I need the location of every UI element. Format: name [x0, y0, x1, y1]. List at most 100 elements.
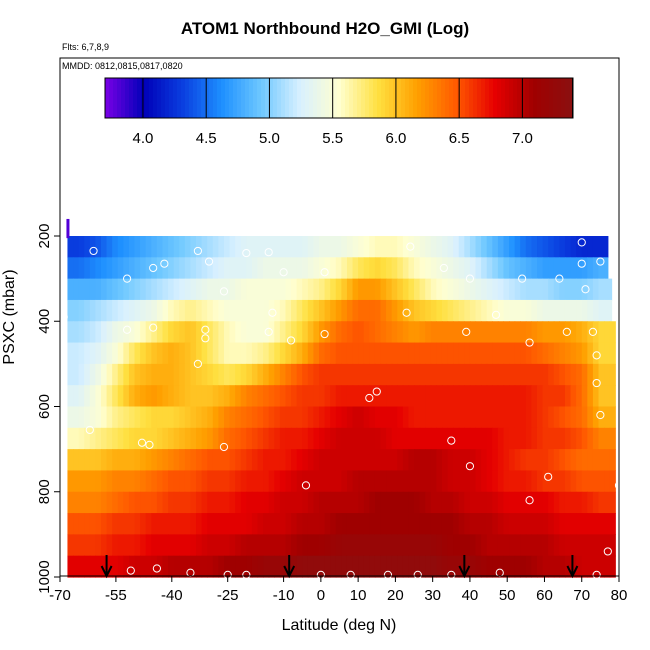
heatmap-cell — [402, 257, 410, 280]
heatmap-cell — [492, 257, 499, 280]
heatmap-cell — [414, 491, 421, 514]
colorbar-segment — [149, 78, 154, 118]
heatmap-cell — [263, 470, 270, 493]
heatmap-cell — [447, 427, 454, 450]
heatmap-cell — [134, 449, 141, 472]
colorbar-segment — [277, 78, 282, 118]
colorbar-segment — [413, 78, 418, 118]
colorbar-segment — [569, 78, 574, 118]
heatmap-cell — [229, 491, 236, 514]
heatmap-cell — [419, 321, 426, 344]
heatmap-cell — [531, 385, 538, 408]
heatmap-cell — [285, 342, 292, 365]
colorbar-segment — [341, 78, 346, 118]
heatmap-cell — [95, 342, 102, 365]
colorbar-segment — [445, 78, 450, 118]
heatmap-cell — [123, 385, 130, 408]
heatmap-cell — [95, 236, 102, 258]
heatmap-cell — [576, 513, 583, 535]
heatmap-cell — [531, 427, 538, 450]
heatmap-cell — [117, 236, 124, 258]
heatmap-cell — [145, 236, 152, 258]
heatmap-cell — [313, 449, 320, 472]
heatmap-cell — [89, 257, 96, 280]
heatmap-cell — [112, 555, 119, 578]
heatmap-cell — [78, 342, 85, 365]
heatmap-cell — [570, 257, 577, 280]
heatmap-cell — [246, 236, 253, 258]
heatmap-cell — [386, 363, 393, 386]
heatmap-cell — [335, 299, 342, 322]
heatmap-cell — [307, 257, 315, 280]
colorbar-segment — [533, 78, 538, 118]
heatmap-cell — [492, 513, 499, 535]
heatmap-cell — [330, 236, 337, 258]
heatmap-cell — [391, 278, 398, 301]
heatmap-cell — [537, 406, 544, 429]
heatmap-cell — [520, 513, 527, 535]
heatmap-cell — [140, 363, 147, 386]
heatmap-cell — [475, 534, 482, 557]
colorbar-tick-label: 5.5 — [322, 130, 343, 147]
heatmap-cell — [559, 449, 566, 472]
heatmap-cell — [168, 385, 175, 408]
heatmap-cell — [145, 449, 152, 472]
colorbar-segment — [109, 78, 114, 118]
heatmap-cell — [84, 470, 91, 493]
heatmap-cell — [408, 385, 415, 408]
heatmap-cell — [520, 491, 527, 514]
heatmap-cell — [246, 278, 253, 301]
heatmap-cell — [313, 555, 320, 578]
heatmap-cell — [514, 449, 521, 472]
heatmap-cell — [497, 470, 505, 493]
heatmap-cell — [464, 427, 471, 450]
heatmap-cell — [542, 278, 549, 301]
heatmap-cell — [419, 385, 426, 408]
heatmap-cell — [112, 513, 119, 535]
heatmap-cell — [251, 278, 259, 301]
y-tick-label: 400 — [36, 309, 53, 334]
heatmap-cell — [363, 513, 370, 535]
heatmap-cell — [145, 321, 152, 344]
heatmap-cell — [218, 236, 225, 258]
heatmap-cell — [341, 257, 348, 280]
heatmap-cell — [223, 491, 231, 514]
heatmap-cell — [503, 406, 510, 429]
heatmap-cell — [464, 470, 471, 493]
heatmap-cell — [263, 236, 270, 258]
heatmap-cell — [156, 406, 164, 429]
heatmap-cell — [341, 363, 348, 386]
heatmap-cell — [414, 406, 421, 429]
heatmap-cell — [296, 236, 303, 258]
heatmap-cell — [587, 321, 594, 344]
heatmap-cell — [492, 555, 499, 578]
heatmap-cell — [190, 236, 197, 258]
heatmap-cell — [346, 385, 354, 408]
heatmap-cell — [598, 257, 605, 280]
heatmap-cell — [140, 385, 147, 408]
heatmap-cell — [100, 385, 108, 408]
heatmap-cell — [464, 257, 471, 280]
heatmap-cell — [497, 491, 505, 514]
heatmap-cell — [598, 342, 605, 365]
heatmap-cell — [464, 278, 471, 301]
heatmap-cell — [319, 427, 326, 450]
heatmap-cell — [324, 257, 331, 280]
heatmap-cell — [168, 342, 175, 365]
heatmap-cell — [162, 513, 169, 535]
heatmap-cell — [207, 427, 214, 450]
heatmap-cell — [391, 513, 398, 535]
heatmap-cell — [391, 406, 398, 429]
heatmap-cell — [537, 449, 544, 472]
heatmap-cell — [201, 427, 208, 450]
x-tick-label: -10 — [273, 587, 295, 604]
heatmap-cell — [559, 278, 566, 301]
heatmap-cell — [207, 363, 214, 386]
heatmap-cell — [313, 278, 320, 301]
heatmap-cell — [581, 321, 588, 344]
heatmap-cell — [218, 534, 225, 557]
heatmap-cell — [106, 513, 113, 535]
heatmap-cell — [346, 555, 354, 578]
colorbar-segment — [117, 78, 122, 118]
heatmap-cell — [240, 321, 247, 344]
